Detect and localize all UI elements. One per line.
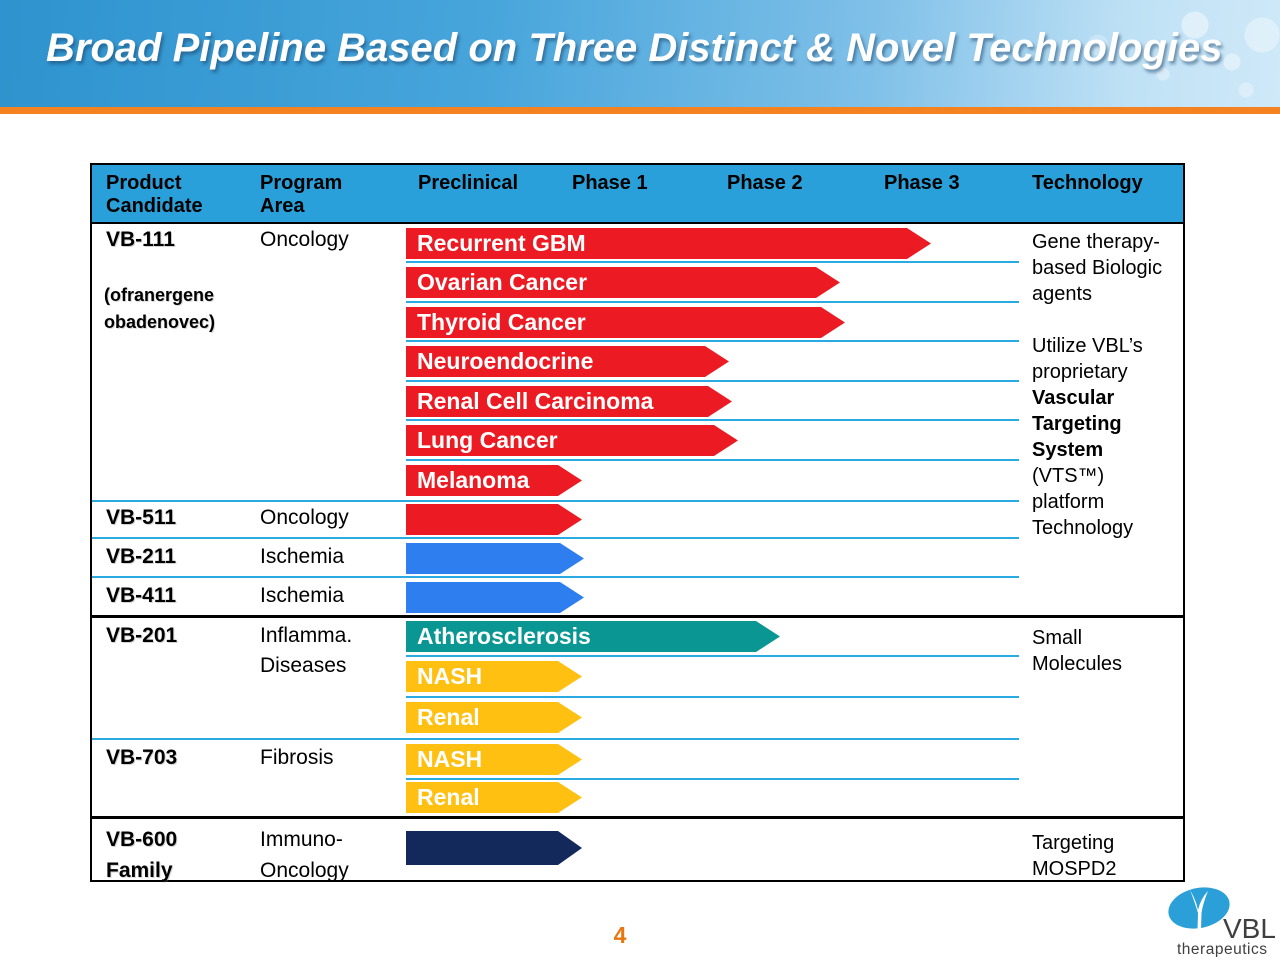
candidate-label: VB-703 (106, 746, 178, 769)
arrow-label: Thyroid Cancer (417, 309, 586, 335)
row-separator (92, 500, 1019, 502)
pipeline-arrow (406, 504, 582, 535)
program-label: Ischemia (260, 545, 345, 568)
program-label: Ischemia (260, 584, 345, 607)
arrow-label: Neuroendocrine (417, 348, 594, 374)
pipeline-arrow (406, 831, 582, 865)
candidate-note: obadenovec) (104, 312, 216, 332)
table-header: Product Candidate Program Area Preclinical… (92, 165, 1183, 224)
technology-note: Gene therapy- based Biologic agents Util… (1032, 231, 1163, 539)
column-header-technology: Technology (1032, 172, 1143, 194)
phase-line (406, 778, 1019, 780)
program-label: Inflamma. (260, 624, 353, 647)
program-label: Fibrosis (260, 746, 334, 769)
pipeline-arrow: NASH (406, 661, 582, 692)
page-number: 4 (613, 922, 627, 948)
arrow-label: Ovarian Cancer (417, 269, 588, 295)
pipeline-table: Product Candidate Program Area Preclinical… (90, 163, 1185, 882)
pipeline-arrow: Renal (406, 782, 582, 813)
row-separator (92, 537, 1019, 539)
phase-line (406, 380, 1019, 382)
phase-line (406, 419, 1019, 421)
program-label: Diseases (260, 654, 347, 677)
phase-line (406, 261, 1019, 263)
logo-subbrand: therapeutics (1177, 941, 1267, 957)
phase-line (406, 340, 1019, 342)
slide-banner: Broad Pipeline Based on Three Distinct &… (0, 0, 1280, 107)
pipeline-arrow: Atherosclerosis (406, 621, 780, 652)
program-label: Oncology (260, 228, 349, 251)
arrow-label: NASH (417, 663, 483, 689)
logo-mark-icon: VBL therapeutics (1168, 887, 1276, 958)
arrow-label: Renal (417, 704, 480, 730)
pipeline-arrow: Renal (406, 702, 582, 733)
arrow-label: Recurrent GBM (417, 230, 586, 256)
pipeline-arrow (406, 543, 584, 574)
candidate-label: VB-511 (106, 506, 177, 529)
pipeline-arrow: Ovarian Cancer (406, 267, 840, 298)
row-separator (92, 576, 1019, 578)
column-header-preclinical: Preclinical (418, 172, 519, 194)
phase-line (406, 459, 1019, 461)
pipeline-arrow: NASH (406, 744, 582, 775)
program-label: Immuno- (260, 828, 343, 851)
company-logo: VBL therapeutics (1166, 885, 1280, 962)
pipeline-arrow: Neuroendocrine (406, 346, 729, 377)
arrow-label: Melanoma (417, 467, 530, 493)
pipeline-arrow: Renal Cell Carcinoma (406, 386, 732, 417)
pipeline-arrow: Recurrent GBM (406, 228, 931, 259)
pipeline-arrow: Lung Cancer (406, 425, 738, 456)
technology-note: Targeting MOSPD2 (1032, 832, 1117, 880)
slide-title: Broad Pipeline Based on Three Distinct &… (46, 26, 1223, 70)
column-header-phase3: Phase 3 (884, 172, 960, 194)
arrow-label: Renal Cell Carcinoma (417, 388, 654, 414)
candidate-label: Family (106, 859, 173, 882)
candidate-label: VB-201 (106, 624, 178, 647)
phase-line (406, 655, 1019, 657)
pipeline-arrow: Melanoma (406, 465, 582, 496)
logo-brand: VBL (1223, 913, 1276, 944)
arrow-label: Renal (417, 784, 480, 810)
column-header-program-area: Program Area (260, 172, 343, 217)
pipeline-arrow (406, 582, 584, 613)
candidate-label: VB-111 (106, 228, 175, 251)
program-label: Oncology (260, 506, 349, 529)
arrow-label: Lung Cancer (417, 427, 558, 453)
candidate-label: VB-411 (106, 584, 177, 607)
phase-line (406, 696, 1019, 698)
phase-line (406, 301, 1019, 303)
column-header-product-candidate: Product Candidate (106, 172, 203, 217)
accent-bar (0, 107, 1280, 114)
pipeline-arrow: Thyroid Cancer (406, 307, 845, 338)
program-label: Oncology (260, 859, 349, 882)
arrow-label: Atherosclerosis (417, 623, 591, 649)
candidate-label: VB-600 (106, 828, 178, 851)
candidate-note: (ofranergene (104, 285, 215, 305)
row-separator (92, 738, 1019, 740)
column-header-phase2: Phase 2 (727, 172, 803, 194)
block-separator (92, 615, 1183, 618)
arrow-label: NASH (417, 746, 483, 772)
technology-note: Small Molecules (1032, 627, 1123, 675)
column-header-phase1: Phase 1 (572, 172, 648, 194)
candidate-label: VB-211 (106, 545, 177, 568)
block-separator (92, 816, 1183, 819)
